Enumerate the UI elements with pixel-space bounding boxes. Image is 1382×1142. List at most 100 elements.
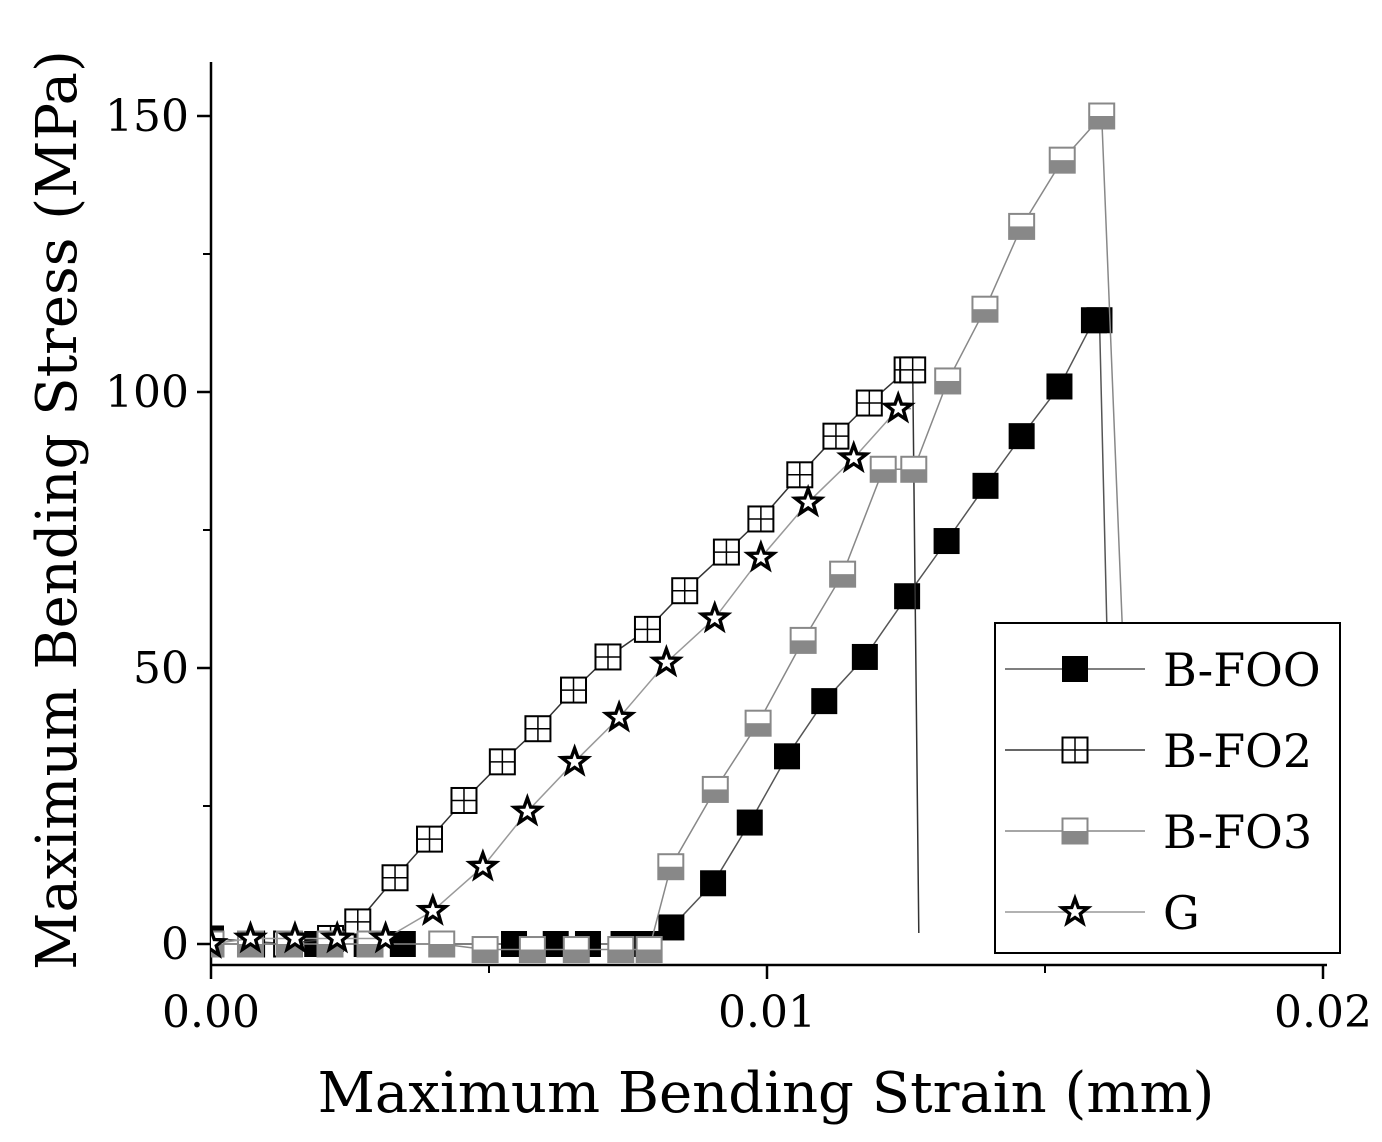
data-point bbox=[790, 483, 826, 518]
data-point bbox=[648, 644, 684, 678]
y-tick-label: 50 bbox=[133, 643, 189, 694]
marker-inner bbox=[286, 929, 304, 946]
legend-label: B-FOO bbox=[1163, 643, 1321, 697]
data-point bbox=[594, 643, 622, 671]
marker-inner bbox=[519, 803, 536, 819]
marker-shape bbox=[736, 809, 763, 836]
marker-fill bbox=[636, 949, 662, 963]
data-point bbox=[1088, 102, 1116, 130]
data-point bbox=[697, 599, 733, 634]
data-point bbox=[277, 920, 313, 954]
marker-shape bbox=[1086, 307, 1113, 334]
marker-inner bbox=[845, 449, 862, 466]
legend-label: B-FO2 bbox=[1163, 724, 1312, 778]
marker-fill bbox=[1049, 160, 1075, 173]
data-point bbox=[900, 455, 928, 483]
data-point bbox=[774, 743, 801, 770]
marker-fill bbox=[472, 949, 498, 963]
data-point bbox=[1008, 423, 1035, 450]
marker-inner bbox=[424, 902, 441, 918]
marker-inner bbox=[611, 709, 628, 725]
marker-shape bbox=[972, 472, 999, 499]
data-point bbox=[381, 864, 409, 892]
x-tick-label: 0.02 bbox=[1274, 987, 1372, 1038]
axes: 0 50 100 150 0.00 0.01 0.02 bbox=[105, 62, 1372, 1038]
series-line bbox=[211, 407, 911, 945]
data-point bbox=[822, 422, 850, 450]
legend-label: B-FO3 bbox=[1163, 805, 1312, 859]
marker-inner bbox=[890, 400, 907, 416]
data-point bbox=[635, 936, 663, 964]
data-point bbox=[836, 439, 872, 474]
marker-fill bbox=[658, 866, 684, 880]
marker-inner bbox=[658, 653, 675, 670]
data-point bbox=[880, 390, 916, 424]
data-point bbox=[471, 936, 499, 964]
marker-shape bbox=[774, 743, 801, 770]
x-tick-label: 0.01 bbox=[718, 987, 816, 1038]
data-point bbox=[786, 461, 814, 489]
marker-inner bbox=[800, 493, 817, 510]
legend-marker bbox=[1061, 817, 1089, 845]
data-point bbox=[415, 892, 451, 926]
marker-fill bbox=[790, 640, 816, 653]
marker-fill bbox=[1062, 831, 1088, 844]
marker-fill bbox=[972, 309, 998, 322]
marker-inner bbox=[377, 929, 394, 946]
legend-item-b-fo3: B-FO3 bbox=[1005, 805, 1312, 859]
marker-fill bbox=[745, 723, 771, 736]
series-b-fo2 bbox=[211, 356, 927, 958]
data-point bbox=[869, 455, 897, 483]
data-point bbox=[747, 505, 775, 533]
marker-inner bbox=[474, 858, 491, 874]
data-point bbox=[899, 356, 927, 384]
data-point bbox=[560, 676, 588, 704]
data-point bbox=[671, 577, 699, 605]
legend-box bbox=[994, 622, 1341, 954]
data-point bbox=[657, 853, 685, 881]
data-point bbox=[1048, 146, 1076, 174]
legend-marker bbox=[1057, 893, 1093, 927]
marker-inner bbox=[211, 935, 220, 951]
data-point bbox=[465, 848, 501, 882]
legend-item-b-foo: B-FOO bbox=[1005, 643, 1321, 697]
marker-fill bbox=[935, 380, 961, 394]
marker-shape bbox=[1046, 373, 1073, 400]
marker-shape bbox=[851, 643, 878, 670]
data-point bbox=[789, 626, 817, 654]
legend-label: G bbox=[1163, 886, 1200, 940]
marker-shape bbox=[933, 528, 960, 555]
data-point bbox=[658, 914, 685, 941]
data-point bbox=[319, 920, 355, 954]
data-point bbox=[829, 560, 857, 588]
marker-inner bbox=[1066, 903, 1084, 919]
data-point bbox=[450, 786, 478, 814]
data-point bbox=[509, 793, 545, 827]
x-axis-title: Maximum Bending Strain (mm) bbox=[318, 1061, 1215, 1126]
marker-shape bbox=[658, 914, 685, 941]
series-layer bbox=[211, 102, 1136, 964]
y-tick-label: 150 bbox=[105, 91, 189, 142]
series-b-fo3 bbox=[211, 102, 1136, 964]
data-point bbox=[1008, 212, 1036, 240]
data-point bbox=[855, 389, 883, 417]
x-tick-label: 0.00 bbox=[162, 987, 260, 1038]
data-point bbox=[1046, 373, 1073, 400]
legend-marker bbox=[1062, 656, 1088, 682]
y-tick-label: 0 bbox=[161, 919, 189, 970]
data-point bbox=[933, 528, 960, 555]
data-point bbox=[1086, 307, 1113, 334]
marker-inner bbox=[706, 609, 723, 626]
data-point bbox=[562, 936, 590, 964]
marker-shape bbox=[1008, 423, 1035, 450]
marker-fill bbox=[563, 949, 589, 963]
data-point bbox=[744, 709, 772, 737]
marker-fill bbox=[357, 944, 383, 957]
data-point bbox=[700, 870, 727, 897]
marker-shape bbox=[700, 870, 727, 897]
data-point bbox=[601, 699, 637, 733]
y-axis-title: Maximum Bending Stress (MPa) bbox=[25, 50, 90, 970]
marker-fill bbox=[870, 469, 896, 482]
data-point bbox=[557, 743, 593, 777]
